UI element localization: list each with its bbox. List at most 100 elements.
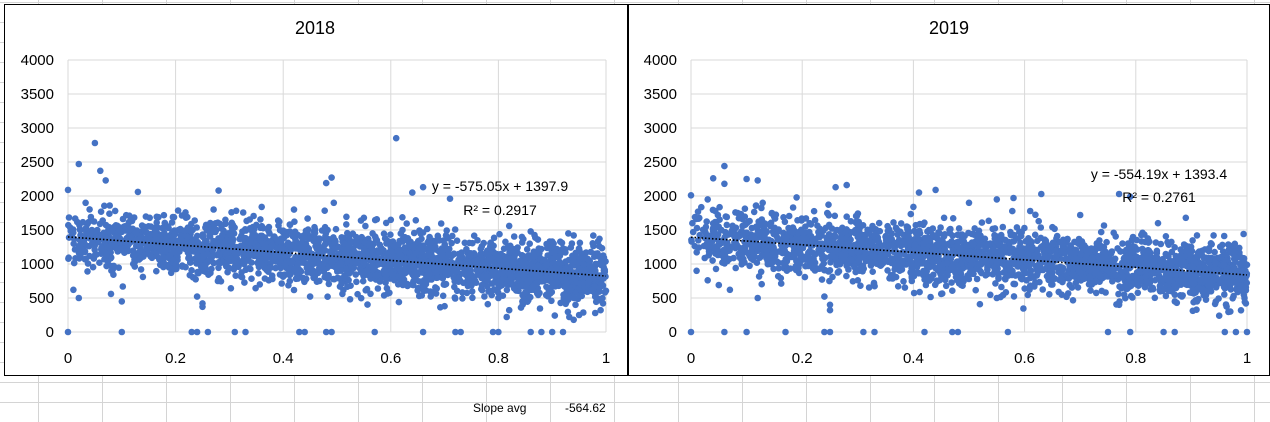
data-point (484, 300, 492, 308)
data-point (716, 203, 723, 211)
data-point (908, 274, 916, 282)
data-point (321, 223, 329, 231)
data-point (72, 255, 79, 262)
data-point (553, 273, 560, 281)
x-tick-label: 0.2 (792, 350, 813, 367)
data-point (1134, 246, 1141, 253)
data-point (246, 225, 254, 232)
data-point (308, 250, 316, 258)
data-point (153, 267, 160, 275)
data-point (1237, 254, 1245, 261)
data-point (849, 278, 857, 285)
data-point (1072, 279, 1080, 287)
data-point (292, 235, 299, 243)
data-point (987, 291, 994, 299)
data-point (146, 232, 153, 239)
data-point (395, 241, 402, 248)
data-point (209, 246, 217, 254)
data-point (985, 217, 992, 225)
data-point (570, 258, 577, 266)
data-point (768, 210, 776, 217)
data-point (83, 228, 90, 236)
data-point (410, 229, 418, 237)
data-point (1172, 271, 1179, 278)
data-point (896, 267, 903, 275)
data-point (599, 294, 606, 302)
data-point (1019, 249, 1026, 257)
x-tick-label: 0 (687, 350, 695, 367)
data-point (467, 250, 475, 257)
data-point (458, 253, 465, 261)
data-point (575, 311, 583, 319)
data-point (247, 265, 254, 273)
chart-2019-panel[interactable]: 2019 0 500 1000 1500 2000 2500 3000 3500 4000 0 0.2… (627, 4, 1270, 376)
data-point (360, 214, 368, 222)
data-point (992, 280, 999, 287)
chart-2018-panel[interactable]: 2018 0 500 1000 1500 2000 2500 3000 3500 4000 0 0.2… (4, 4, 627, 376)
data-point (469, 294, 476, 302)
data-point (1220, 232, 1228, 240)
data-point (463, 245, 470, 253)
data-point (142, 213, 150, 220)
data-point (442, 280, 450, 288)
data-point (888, 230, 895, 237)
data-point (421, 278, 428, 285)
data-point (222, 220, 229, 228)
data-point (296, 328, 303, 336)
data-point (341, 240, 348, 247)
data-point (581, 250, 589, 257)
data-point (1225, 241, 1232, 248)
data-point (959, 282, 966, 290)
data-point (564, 308, 572, 316)
data-point (963, 242, 970, 249)
data-point (322, 328, 330, 336)
data-point (1119, 240, 1126, 247)
data-point (1222, 301, 1230, 308)
data-point (106, 202, 113, 209)
data-point (343, 250, 350, 258)
data-point (425, 251, 432, 259)
data-point (813, 240, 821, 247)
data-point (167, 242, 174, 250)
data-point (1085, 281, 1093, 288)
data-point (894, 283, 902, 290)
data-point (364, 301, 371, 308)
data-point (399, 226, 406, 234)
trendline-r-squared: R² = 0.2917 (463, 202, 537, 218)
data-point (135, 236, 143, 243)
data-point (785, 240, 792, 247)
data-point (777, 274, 785, 282)
data-point (131, 263, 139, 270)
data-point (279, 245, 286, 253)
data-point (446, 195, 454, 202)
data-point (240, 260, 248, 268)
data-point (477, 250, 484, 258)
data-point (238, 273, 246, 281)
data-point (775, 265, 782, 272)
data-point (378, 245, 385, 252)
data-point (278, 280, 286, 287)
data-point (326, 248, 334, 255)
scatter-points (687, 162, 1251, 336)
data-point (163, 261, 170, 269)
data-point (469, 239, 476, 247)
data-point (484, 283, 491, 290)
x-tick-label: 0.8 (488, 350, 509, 367)
data-point (376, 278, 384, 285)
data-point (998, 283, 1005, 291)
data-point (425, 266, 432, 274)
data-point (1037, 224, 1045, 231)
data-point (322, 232, 329, 240)
data-point (428, 276, 435, 283)
data-point (192, 276, 199, 283)
data-point (262, 255, 270, 263)
data-point (818, 276, 826, 283)
data-point (324, 293, 331, 301)
data-point (349, 230, 357, 237)
data-point (384, 290, 392, 297)
data-point (210, 206, 217, 213)
data-point (1010, 231, 1018, 239)
data-point (316, 235, 324, 243)
data-point (523, 280, 530, 288)
data-point (1229, 295, 1236, 302)
